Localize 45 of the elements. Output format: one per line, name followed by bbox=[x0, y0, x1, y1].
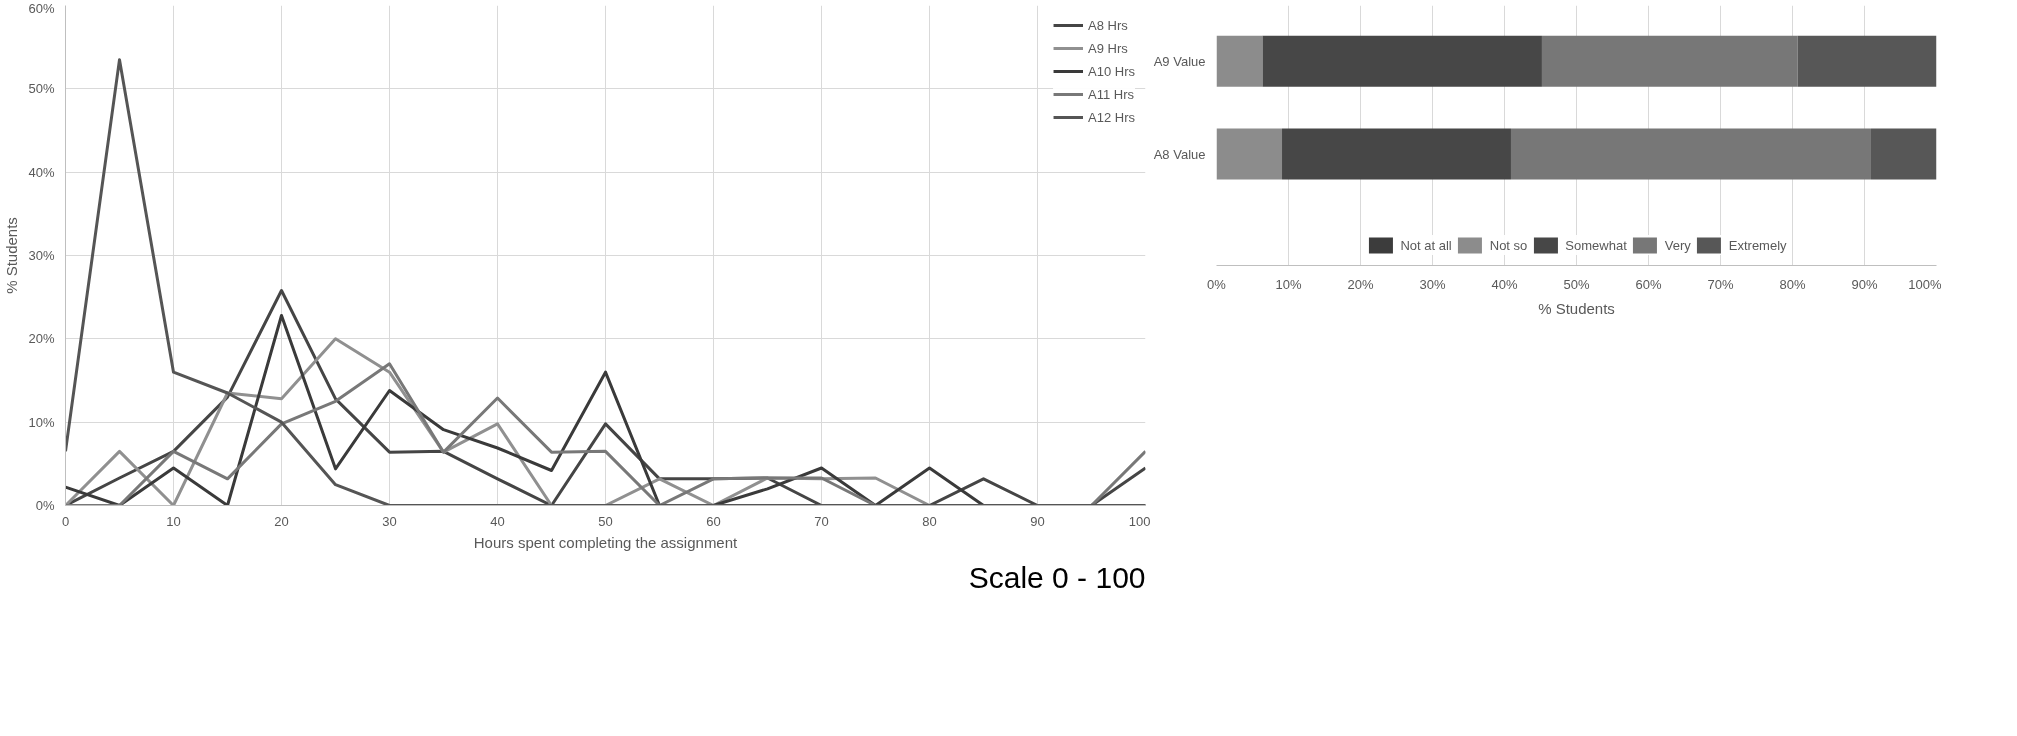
x-tick-label: 60% bbox=[1635, 276, 1662, 292]
x-tick-label: 100% bbox=[1908, 276, 1942, 292]
legend-label: A10 Hrs bbox=[1088, 63, 1135, 79]
x-tick-label: 80 bbox=[922, 513, 937, 529]
x-tick-label: 20 bbox=[274, 513, 289, 529]
legend-label: Extremely bbox=[1728, 237, 1787, 253]
legend-label: Not so bbox=[1489, 237, 1528, 253]
y-tick-label: A8 Value bbox=[1153, 146, 1206, 162]
text: Scale 0 - 100 bbox=[968, 560, 1146, 594]
legend-label: A11 Hrs bbox=[1088, 86, 1135, 102]
y-tick-label: A9 Value bbox=[1153, 53, 1206, 69]
x-tick-label: 50% bbox=[1563, 276, 1590, 292]
x-tick-label: 90 bbox=[1030, 513, 1045, 529]
x-tick-label: 30 bbox=[382, 513, 397, 529]
x-tick-label: 40 bbox=[490, 513, 505, 529]
x-axis-title: Hours spent completing the assignment bbox=[473, 533, 739, 551]
y-tick-label: 30% bbox=[28, 248, 55, 263]
legend-label: Not at all bbox=[1400, 237, 1452, 253]
x-tick-label: 10% bbox=[1275, 276, 1302, 292]
x-tick-label: 10 bbox=[166, 513, 181, 529]
y-tick-label: 40% bbox=[28, 164, 55, 180]
x-tick-label: 50 bbox=[598, 513, 613, 529]
y-tick-label: 0% bbox=[35, 498, 55, 513]
x-tick-label: 100 bbox=[1128, 513, 1151, 529]
legend-label: A9 Hrs bbox=[1088, 40, 1128, 56]
x-tick-label: 70% bbox=[1707, 276, 1734, 292]
y-tick-label: 10% bbox=[28, 414, 55, 430]
legend-label: A8 Hrs bbox=[1088, 17, 1128, 33]
x-tick-label: 20% bbox=[1347, 276, 1374, 292]
x-tick-label: 70 bbox=[814, 513, 829, 529]
legend-label: Very bbox=[1664, 237, 1691, 253]
x-tick-label: 60 bbox=[706, 513, 721, 529]
x-tick-label: 80% bbox=[1779, 276, 1806, 292]
y-axis-title: % Students bbox=[3, 217, 21, 294]
x-tick-label: 30% bbox=[1419, 276, 1446, 292]
y-tick-label: 20% bbox=[28, 331, 55, 347]
legend-label: A12 Hrs bbox=[1088, 109, 1135, 125]
x-tick-label: 40% bbox=[1491, 276, 1518, 292]
x-tick-label: 90% bbox=[1851, 276, 1878, 292]
y-tick-label: 50% bbox=[28, 81, 55, 97]
y-tick-label: 60% bbox=[28, 0, 55, 16]
x-tick-label: 0% bbox=[1207, 276, 1227, 292]
x-tick-label: 0 bbox=[61, 513, 70, 529]
x-axis-title: % Students bbox=[1538, 299, 1615, 317]
legend-label: Somewhat bbox=[1565, 237, 1627, 253]
